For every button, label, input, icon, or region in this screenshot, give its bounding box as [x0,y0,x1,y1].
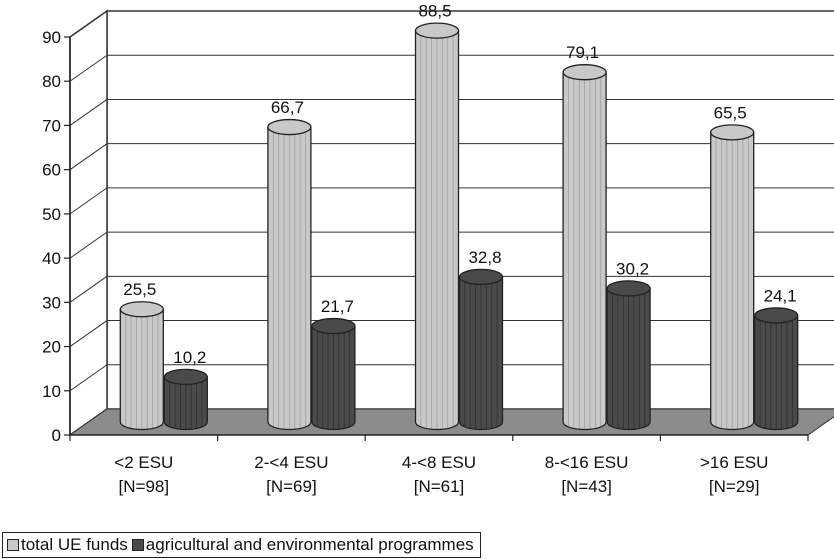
x-tick-label: [N=98] [119,477,170,496]
data-label: 30,2 [616,259,649,278]
bar-series-1-5 [710,124,755,431]
x-tick-label: [N=29] [709,477,760,496]
x-tick-label: >16 ESU [700,453,769,472]
bar-series-2-3-body [458,276,504,431]
data-label: 10,2 [173,348,206,367]
gridline-side [69,231,108,259]
legend-item-series-1: total UE funds [7,535,128,555]
legend-swatch-series-2 [131,539,144,551]
bar-series-1-5-top [710,124,755,141]
gridline-side [69,275,108,303]
bar-series-1-3-body [414,29,460,431]
y-tick-label: 0 [52,426,61,445]
gridline-side [69,320,108,347]
bar-series-1-1-body [119,308,164,431]
legend-item-series-2: agricultural and environmental programme… [131,535,474,555]
bar-series-2-3 [458,268,504,431]
legend-label-series-2: agricultural and environmental programme… [145,535,474,554]
y-tick-label: 40 [42,249,61,268]
bar-series-1-3-top [414,22,460,39]
x-tick-label: 4-<8 ESU [402,453,476,472]
chart-labels: <2 ESU [N=98] 2-<4 ESU [N=69] 4-<8 ESU [N=61]… [114,2,796,496]
bar-series-1-3 [414,22,460,431]
data-label: 25,5 [123,280,156,299]
y-tick-label: 10 [42,382,61,401]
y-tick-label: 90 [42,28,61,47]
bar-series-2-2 [311,317,356,431]
data-label: 65,5 [714,103,747,122]
x-tick-label: [N=43] [561,477,612,496]
bar-series-2-1-body [163,376,208,431]
y-tick-label: 50 [42,205,61,224]
gridline-side [69,143,108,171]
y-tick-label: 70 [42,116,61,135]
gridline-side [69,54,108,82]
data-label: 79,1 [566,43,599,62]
x-tick-label: 2-<4 ESU [254,453,328,472]
bar-series-1-2-top [267,118,312,136]
chart-axes: 0 10 20 30 40 50 60 70 80 90 [42,28,809,445]
bar-series-1-1-top [119,301,164,318]
bar-series-2-5-body [754,314,799,431]
data-label: 32,8 [468,248,501,267]
bar-series-1-4-top [562,64,607,81]
bar-series-2-4-body [606,287,651,431]
chart-bars [119,22,799,431]
bar-series-2-1 [163,368,208,431]
bar-series-2-4-top [606,280,651,297]
y-tick-label: 20 [42,338,61,357]
gridline-side [69,99,108,126]
bar-series-1-2 [267,118,312,431]
x-tick-label: <2 ESU [114,453,173,472]
data-label: 24,1 [764,286,797,305]
gridline-side [69,187,108,215]
bar-series-1-4 [562,64,607,431]
data-label: 66,7 [271,98,304,117]
side-wall [69,9,108,437]
gridline-side [69,364,108,392]
bar-series-1-1 [119,301,164,431]
data-label: 21,7 [321,297,354,316]
y-tick-label: 30 [42,293,61,312]
bar-series-1-2-body [267,126,312,431]
bar-series-2-5-top [754,307,799,324]
bar-series-1-4-body [562,71,607,431]
x-tick-label: 8-<16 ESU [545,453,629,472]
x-tick-label: [N=69] [266,477,317,496]
legend-label-series-1: total UE funds [21,535,128,554]
bar-series-2-5 [754,307,799,431]
x-tick-label: [N=61] [414,477,465,496]
data-label: 88,5 [418,2,451,21]
bar-series-2-3-top [458,268,504,286]
chart-legend: total UE funds agricultural and environm… [2,532,481,558]
legend-swatch-series-1 [7,539,19,551]
y-tick-label: 60 [42,161,61,180]
y-tick-label: 80 [42,72,61,91]
bar-series-2-1-top [163,368,208,386]
bar-series-1-5-body [710,131,755,431]
bar-series-2-4 [606,280,651,431]
bar-series-2-2-body [311,325,356,431]
bar-series-2-2-top [311,317,356,335]
